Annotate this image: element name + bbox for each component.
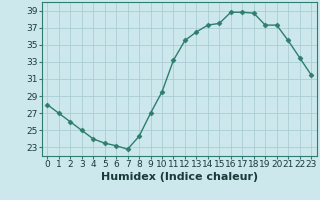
X-axis label: Humidex (Indice chaleur): Humidex (Indice chaleur) bbox=[100, 172, 258, 182]
